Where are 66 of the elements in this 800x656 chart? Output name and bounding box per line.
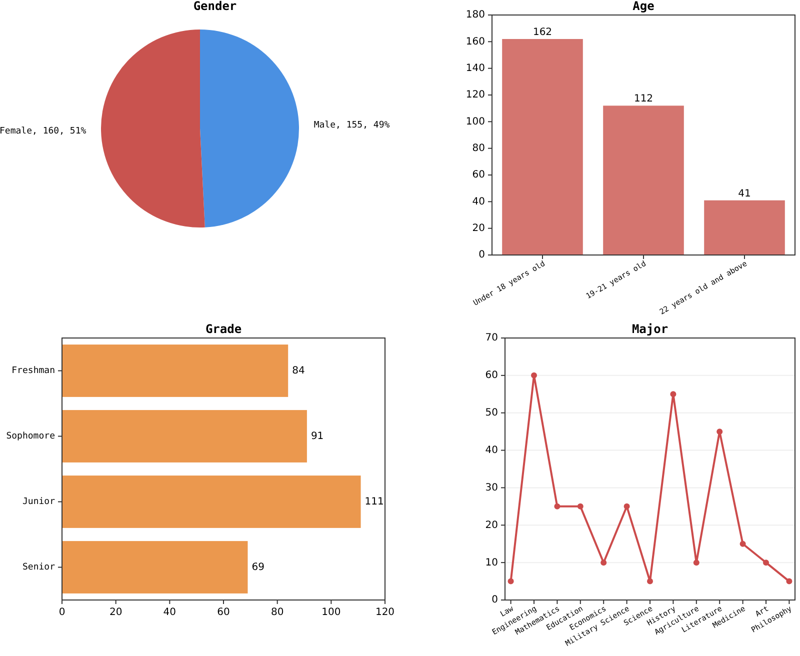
bar [62,476,361,528]
y-tick-label: 60 [485,370,498,382]
y-tick-label: 60 [472,170,485,181]
x-tick-label: 0 [58,607,66,618]
point [577,503,584,510]
point [624,503,630,510]
data-label: 41 [738,188,751,200]
y-tick-label: Freshman [12,366,55,376]
point [531,372,537,378]
slice-label: Male [314,121,336,132]
chart-title: Major [632,322,668,336]
bar [62,410,307,462]
x-tick-label: 120 [375,607,395,618]
x-tick-label: 80 [270,607,284,618]
point [600,560,607,566]
y-tick-label: Junior [22,497,56,508]
y-tick-label: 40 [485,445,498,456]
y-tick-label: 70 [485,332,498,344]
bar [502,39,583,255]
y-tick-label: 0 [492,594,498,606]
point [647,578,653,584]
y-tick-label: 30 [485,482,498,494]
y-tick-label: 0 [478,250,485,261]
data-label: 69 [252,562,264,573]
point [670,391,676,398]
y-tick-label: 180 [466,10,485,21]
y-tick-label: 120 [466,90,485,101]
x-tick-label: 60 [217,607,230,618]
y-tick-label: 20 [485,520,498,531]
y-tick-label: 100 [466,116,485,128]
point [693,560,700,566]
x-tick-label: 40 [163,607,176,618]
pie-slice [101,30,205,228]
point [716,428,723,435]
x-tick-label: 100 [322,607,341,618]
chart-title: Age [632,0,654,13]
point [554,503,560,510]
data-label: , 155, 49% [336,121,390,132]
bar [704,200,785,255]
y-tick-label: Senior [22,562,56,573]
data-label: 162 [532,27,552,38]
data-label: , 160, 51% [32,126,87,137]
pie-slice [200,30,299,228]
bar [62,344,288,397]
y-tick-label: 10 [485,557,498,568]
y-tick-label: 20 [472,223,485,234]
data-label: 112 [634,94,654,105]
y-tick-label: 140 [466,63,485,74]
data-label: 111 [364,496,384,508]
chart-title: Grade [205,322,242,336]
y-tick-label: 160 [466,36,485,48]
y-tick-label: 80 [472,143,485,154]
point [740,540,746,547]
bar [603,106,684,255]
chart-title: Gender [193,0,237,13]
point [763,560,769,566]
point [786,578,792,584]
data-label: 84 [292,365,305,376]
slice-label: Female [0,126,32,137]
y-tick-label: 50 [485,408,498,419]
data-label: 91 [310,430,324,442]
y-tick-label: Sophomore [6,432,55,442]
x-tick-label: 20 [109,607,122,618]
y-tick-label: 40 [472,196,485,208]
bar [62,541,248,594]
point [508,578,514,584]
